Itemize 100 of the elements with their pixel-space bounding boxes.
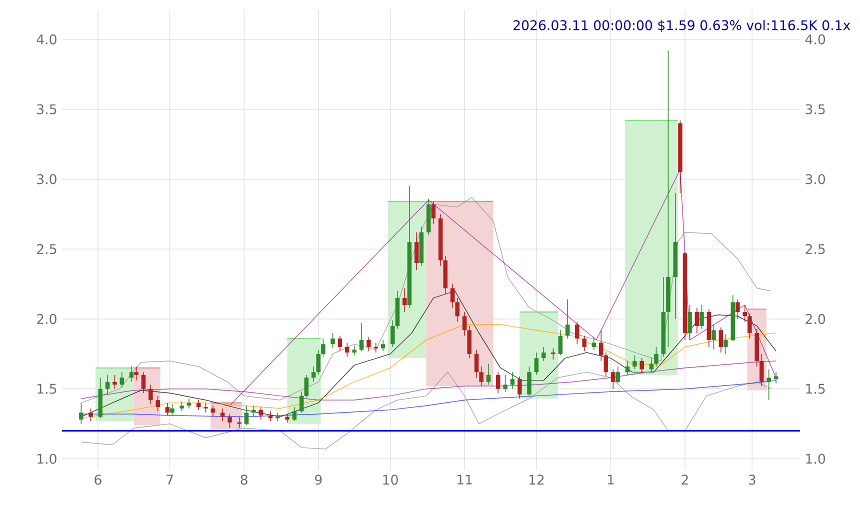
y2-tick-label: 1.5 bbox=[806, 384, 825, 394]
candlestick bbox=[598, 330, 604, 362]
candlestick bbox=[244, 405, 249, 426]
candlestick bbox=[345, 342, 350, 358]
candlestick bbox=[760, 354, 764, 386]
candlestick bbox=[661, 276, 666, 358]
line-series bbox=[80, 324, 776, 419]
candlestick bbox=[503, 374, 508, 392]
y2-tick-label: 2.5 bbox=[806, 244, 825, 254]
candlestick bbox=[616, 366, 620, 384]
candlestick bbox=[462, 312, 467, 336]
candlestick bbox=[575, 321, 580, 345]
candlestick bbox=[706, 308, 712, 348]
candlestick bbox=[129, 366, 134, 382]
candlestick bbox=[252, 405, 256, 418]
candlestick bbox=[402, 288, 407, 312]
candlestick bbox=[678, 120, 682, 194]
candlestick bbox=[688, 304, 692, 340]
candlestick bbox=[754, 328, 760, 367]
candlestick bbox=[632, 354, 637, 370]
candlestick bbox=[414, 232, 419, 270]
candlestick bbox=[551, 348, 556, 360]
candlestick bbox=[694, 307, 700, 334]
y-tick-label: 3.5 bbox=[37, 104, 56, 114]
candlestick bbox=[479, 366, 484, 386]
text: 2026.03.11 00:00:00 $1.59 0.63% vol:116.5K 0.1x bbox=[514, 20, 850, 32]
candlestick bbox=[419, 226, 424, 266]
candlestick bbox=[88, 408, 93, 422]
candlestick bbox=[316, 349, 321, 376]
candlestick bbox=[724, 334, 728, 354]
candlestick bbox=[268, 410, 273, 422]
candlestick bbox=[654, 346, 658, 367]
x-tick-label: 6 bbox=[94, 474, 102, 485]
y2-tick-label: 2.0 bbox=[806, 314, 826, 324]
candlestick bbox=[604, 352, 608, 377]
candlestick bbox=[134, 366, 138, 381]
candlestick bbox=[712, 324, 716, 350]
candlestick bbox=[311, 366, 316, 382]
x-tick-label: 7 bbox=[166, 474, 173, 484]
candlestick bbox=[649, 358, 654, 373]
y2-tick-label: 3.0 bbox=[806, 174, 826, 184]
candlestick bbox=[510, 372, 515, 390]
y-tick-label: 4.0 bbox=[36, 34, 56, 44]
candlestick bbox=[112, 374, 117, 390]
candlestick bbox=[98, 377, 102, 419]
line-series bbox=[80, 290, 776, 418]
y2-tick-label: 1.0 bbox=[806, 454, 826, 464]
candlestick bbox=[474, 349, 479, 378]
candlestick bbox=[625, 360, 630, 376]
candlestick bbox=[748, 312, 752, 339]
y-tick-label: 2.5 bbox=[37, 244, 56, 254]
candlestick bbox=[148, 384, 153, 405]
candlestick bbox=[352, 345, 356, 356]
candlestick bbox=[165, 402, 170, 416]
candlestick bbox=[666, 50, 670, 348]
candlestick bbox=[338, 335, 342, 352]
x-tick-label: 9 bbox=[314, 474, 322, 485]
x-tick-label: 3 bbox=[748, 474, 756, 485]
candlestick bbox=[582, 335, 586, 352]
candlestick bbox=[486, 363, 491, 386]
candlestick bbox=[366, 336, 371, 352]
candlestick bbox=[426, 198, 431, 236]
x-tick-label: 12 bbox=[529, 474, 544, 485]
candlestick bbox=[496, 372, 500, 394]
candlestick bbox=[170, 404, 174, 416]
line-series bbox=[80, 380, 776, 418]
y-tick-label: 2.0 bbox=[37, 314, 56, 324]
candlestick bbox=[736, 299, 740, 320]
candlestick bbox=[299, 391, 304, 414]
candlestick bbox=[558, 330, 563, 356]
candlestick bbox=[718, 326, 724, 353]
candlestick bbox=[730, 294, 736, 342]
candlestick bbox=[380, 340, 386, 352]
x-tick-label: 8 bbox=[240, 474, 248, 485]
candlestick bbox=[390, 320, 395, 348]
x-tick-label: 10 bbox=[383, 474, 398, 485]
candlestick bbox=[438, 214, 443, 266]
candlestick bbox=[330, 332, 335, 349]
y-tick-label: 1.0 bbox=[38, 454, 56, 464]
candlestick bbox=[455, 298, 460, 322]
candlestick bbox=[610, 368, 616, 390]
y-tick-label: 3.0 bbox=[37, 174, 56, 184]
candlestick bbox=[258, 406, 264, 420]
candlestick bbox=[180, 401, 184, 412]
candlestick bbox=[673, 192, 678, 320]
candlestick bbox=[700, 304, 704, 330]
y2-tick-label: 3.5 bbox=[806, 104, 825, 114]
candlestick bbox=[204, 402, 208, 414]
y-tick-label: 1.5 bbox=[38, 384, 56, 394]
candlestick bbox=[79, 402, 84, 424]
candlestick bbox=[374, 342, 378, 353]
candlestick bbox=[359, 322, 364, 352]
y2-tick-label: 4.0 bbox=[805, 34, 826, 44]
candlestick bbox=[156, 395, 160, 412]
candlestick bbox=[120, 372, 124, 388]
candlestick bbox=[105, 374, 110, 395]
candlestick bbox=[321, 338, 326, 358]
candlestick bbox=[565, 299, 570, 339]
candlestick bbox=[237, 416, 242, 428]
candlestick bbox=[407, 186, 412, 308]
